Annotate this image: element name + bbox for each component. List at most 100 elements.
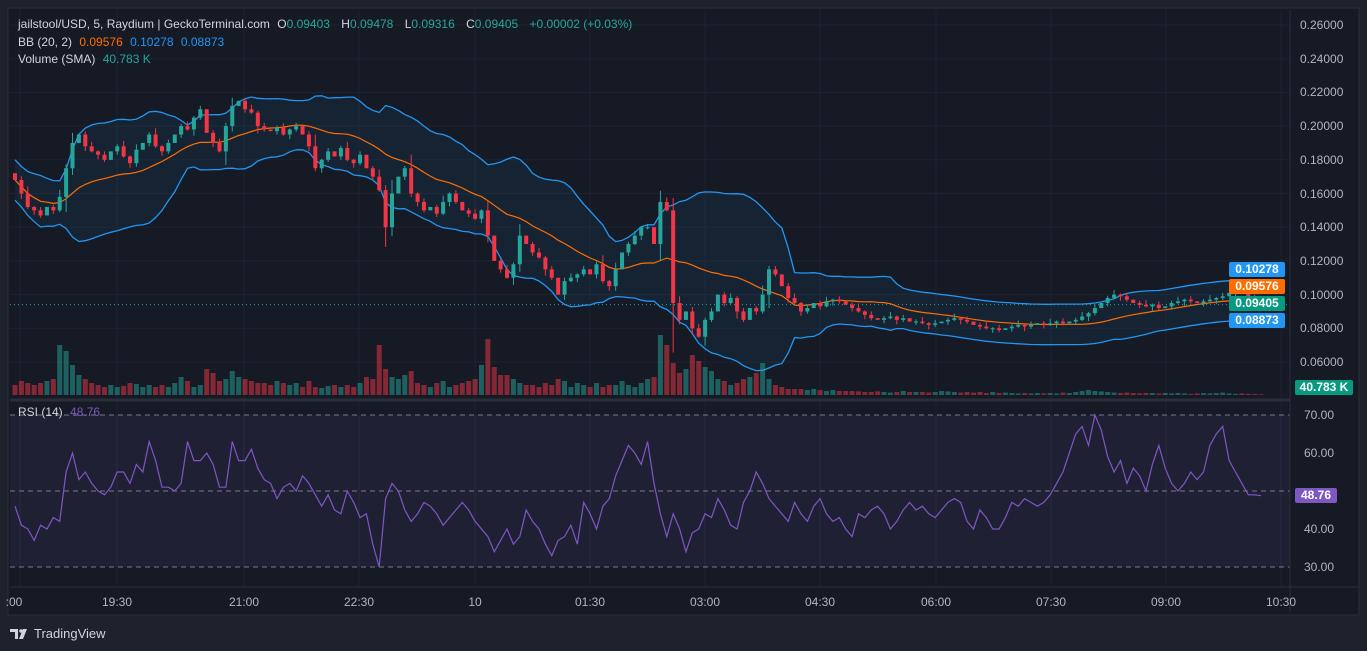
candle-body	[191, 117, 196, 130]
time-tick-label: 21:00	[228, 595, 260, 609]
volume-bar	[785, 389, 791, 395]
candle-body	[722, 294, 727, 304]
price-tick-label: 0.08000	[1300, 321, 1344, 336]
candle-body	[543, 257, 548, 270]
volume-bar	[996, 393, 1002, 395]
candle-body	[939, 321, 944, 324]
volume-legend[interactable]: Volume (SMA) 40.783 K	[18, 52, 155, 66]
volume-bar	[1041, 393, 1047, 395]
volume-bar	[945, 391, 951, 395]
candle-body	[901, 318, 906, 320]
bb-fill	[15, 95, 1261, 371]
candle-body	[44, 206, 49, 216]
bb-lower-line	[14, 149, 1262, 372]
volume-bar	[383, 369, 389, 395]
rsi-pane	[10, 412, 1290, 568]
candle-body	[421, 201, 426, 211]
candle-body	[1118, 294, 1123, 297]
candle-body	[460, 201, 465, 211]
candle-body	[1067, 321, 1072, 324]
volume-bar	[670, 363, 676, 395]
candles	[13, 97, 1264, 353]
volume-bar	[971, 392, 976, 395]
tradingview-logo[interactable]: TradingView	[10, 626, 106, 641]
candle-body	[1144, 304, 1149, 307]
candle-body	[1016, 324, 1021, 327]
last-price-tag: 0.09405	[1229, 296, 1285, 311]
volume-bar	[510, 379, 516, 395]
volume-bar	[1028, 393, 1034, 395]
volume-bar	[363, 377, 369, 395]
price-tick-label: 0.12000	[1300, 253, 1344, 268]
volume-bar	[274, 381, 280, 395]
candle-body	[294, 126, 299, 130]
volume-bar	[951, 392, 957, 395]
volume-bar	[887, 392, 893, 395]
candle-body	[741, 311, 746, 320]
candle-body	[869, 314, 874, 319]
candle-body	[882, 318, 887, 320]
volume-bar	[1047, 393, 1053, 395]
candle-body	[172, 134, 177, 143]
volume-bar	[855, 391, 861, 395]
volume-bar	[734, 383, 740, 395]
time-tick-label: 04:30	[804, 595, 836, 609]
candle-body	[306, 134, 311, 147]
volume-label: Volume (SMA)	[18, 52, 96, 66]
volume-bar	[472, 379, 478, 395]
candle-body	[613, 269, 618, 287]
volume-bar	[1258, 394, 1264, 395]
candle-body	[1080, 316, 1085, 320]
volume-bar	[191, 387, 197, 395]
candle-body	[262, 126, 267, 130]
volume-bar	[683, 369, 689, 395]
volume-bar	[395, 379, 401, 395]
candle-body	[351, 159, 356, 164]
candle-body	[907, 318, 912, 322]
candle-body	[300, 126, 305, 135]
candle-body	[1175, 301, 1180, 304]
bb-legend[interactable]: BB (20, 2) 0.09576 0.10278 0.08873	[18, 35, 228, 49]
candle-body	[1092, 308, 1097, 314]
volume-bar	[568, 387, 574, 395]
candle-body	[326, 151, 331, 160]
candle-body	[779, 274, 784, 287]
volume-bar	[351, 387, 357, 395]
volume-bar	[587, 387, 593, 395]
volume-bar	[651, 377, 657, 395]
volume-bar	[127, 383, 133, 395]
volume-bar	[18, 381, 24, 395]
candle-body	[754, 308, 759, 312]
candle-body	[862, 311, 867, 315]
candle-body	[1105, 297, 1110, 304]
candle-body	[894, 316, 899, 320]
rsi-tag: 48.76	[1295, 488, 1337, 503]
rsi-legend[interactable]: RSI (14) 48.76	[18, 405, 104, 419]
open-label: O	[277, 17, 287, 31]
volume-bar	[101, 387, 107, 395]
volume-bar	[1092, 391, 1098, 395]
ohlc-close: C0.09405	[466, 17, 522, 31]
volume-bar	[1009, 393, 1015, 395]
time-tick-label: :00	[5, 595, 23, 609]
symbol-title[interactable]: jailstool/USD, 5, Raydium | GeckoTermina…	[18, 17, 270, 31]
volume-bar	[843, 391, 849, 395]
candle-body	[792, 297, 797, 304]
volume-bar	[1105, 392, 1111, 395]
volume-bar	[811, 389, 817, 395]
candle-body	[843, 301, 848, 305]
candle-body	[594, 264, 599, 275]
candle-body	[204, 109, 209, 133]
candle-body	[83, 134, 88, 147]
price-tick-label: 0.26000	[1300, 18, 1344, 32]
volume-bar	[121, 386, 127, 395]
volume-bar	[89, 383, 95, 395]
candle-body	[1182, 299, 1187, 302]
candle-body	[498, 260, 503, 270]
candle-body	[607, 281, 612, 287]
candle-body	[153, 134, 158, 147]
volume-bar	[1226, 393, 1232, 395]
volume-bar	[153, 387, 159, 395]
volume-bar	[664, 345, 670, 395]
